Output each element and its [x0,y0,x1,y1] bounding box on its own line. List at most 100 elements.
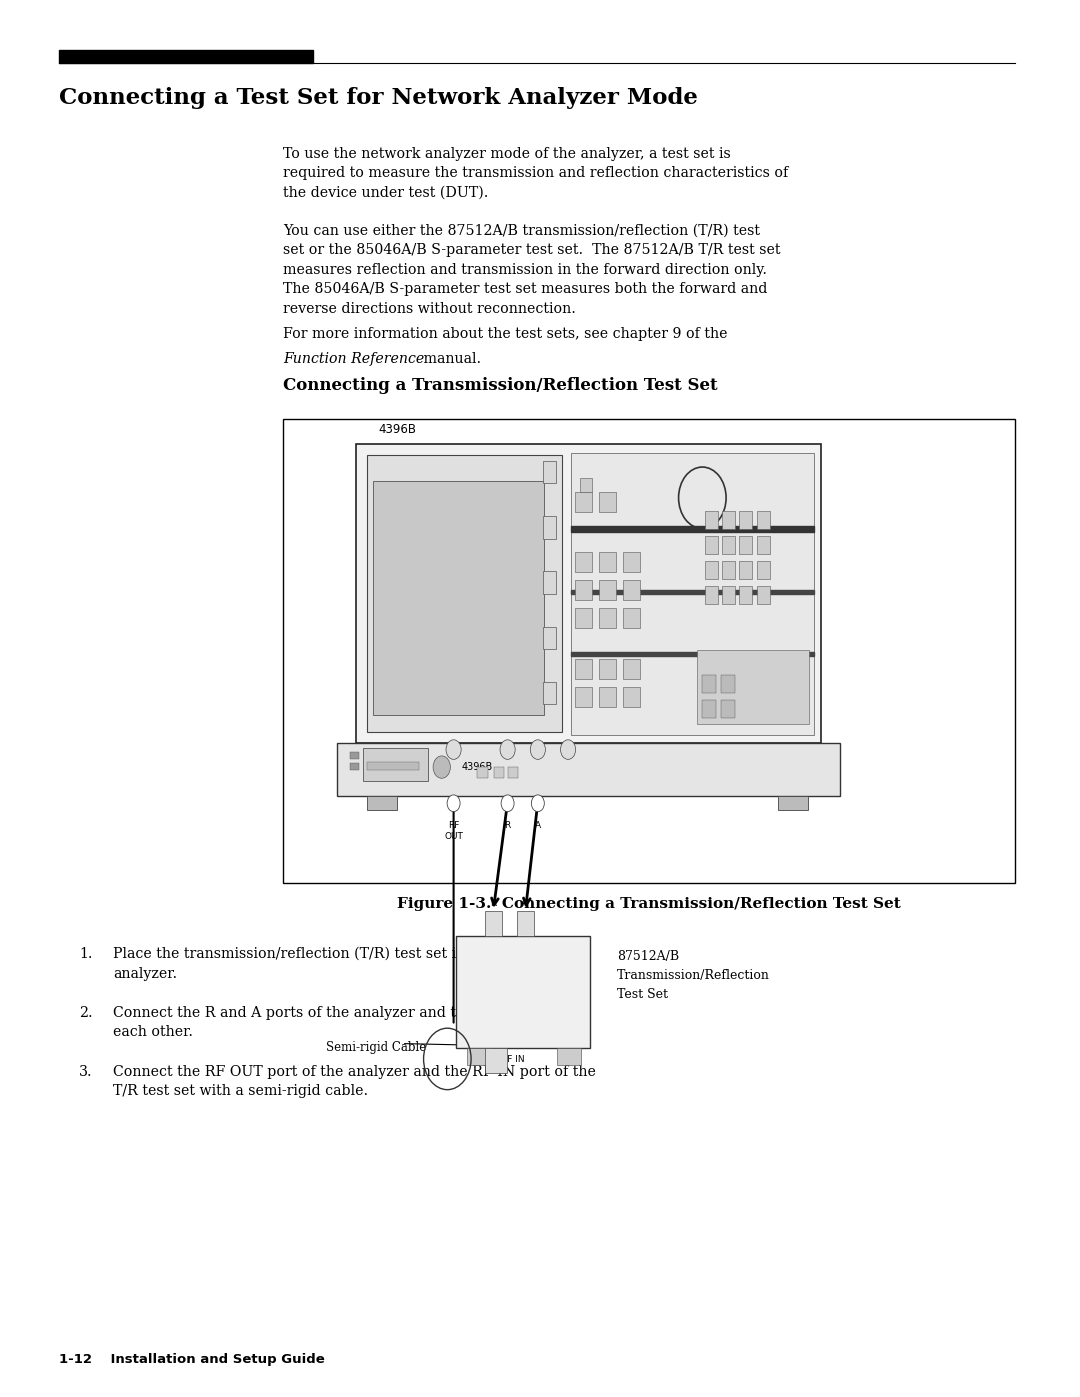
Bar [59,50,313,63]
Bar [740,511,753,529]
Bar [571,651,814,655]
Text: To use the network analyzer mode of the analyzer, a test set is
required to meas: To use the network analyzer mode of the … [283,147,788,200]
Text: 2.: 2. [79,1006,93,1020]
Bar [576,608,593,627]
Text: Connect the R and A ports of the analyzer and the T/R test set to
each other.: Connect the R and A ports of the analyze… [113,1006,579,1039]
Bar [477,767,488,778]
Bar [373,481,544,715]
Bar [723,562,735,580]
Bar [723,587,735,605]
Bar [702,675,716,693]
Bar [757,587,770,605]
Bar [599,492,617,511]
Bar [740,587,753,605]
Bar [723,511,735,529]
Bar [705,587,718,605]
Bar [623,580,640,599]
Bar [576,687,593,707]
Bar [623,687,640,707]
Bar [580,478,593,492]
Bar [337,743,840,796]
Text: R: R [490,900,497,908]
Bar [576,552,593,571]
Bar [623,659,640,679]
Bar [283,419,1015,883]
Bar [623,608,640,627]
Bar [599,580,617,599]
Bar [599,659,617,679]
Text: Place the transmission/reflection (T/R) test set in front of the
analyzer.: Place the transmission/reflection (T/R) … [113,947,552,981]
Text: For more information about the test sets, see chapter 9 of the: For more information about the test sets… [283,327,728,341]
Bar [576,492,593,511]
Bar [705,562,718,580]
Bar [599,608,617,627]
Circle shape [500,740,515,760]
Text: Connecting a Transmission/Reflection Test Set: Connecting a Transmission/Reflection Tes… [283,377,717,394]
Bar [367,455,563,732]
Circle shape [530,740,545,760]
Text: 1.: 1. [79,947,92,961]
Bar [485,911,502,936]
Text: Function Reference: Function Reference [283,352,424,366]
Bar [757,536,770,555]
Text: 87512A/B
Transmission/Reflection
Test Set: 87512A/B Transmission/Reflection Test Se… [617,950,770,1002]
Text: manual.: manual. [419,352,482,366]
Text: Connecting a Test Set for Network Analyzer Mode: Connecting a Test Set for Network Analyz… [59,87,699,109]
Bar [721,700,735,718]
Bar [705,536,718,555]
Bar [757,511,770,529]
Text: 3.: 3. [79,1065,93,1078]
Bar [757,562,770,580]
Bar [350,763,359,770]
Bar [740,536,753,555]
Bar [576,659,593,679]
Text: You can use either the 87512A/B transmission/reflection (T/R) test
set or the 85: You can use either the 87512A/B transmis… [283,224,781,316]
Bar [702,700,716,718]
Bar [698,650,809,724]
Text: RF
OUT: RF OUT [444,821,463,841]
Text: A: A [535,821,541,830]
Text: A: A [523,900,528,908]
Bar [543,515,556,538]
Circle shape [433,756,450,778]
Text: 1-12    Installation and Setup Guide: 1-12 Installation and Setup Guide [59,1354,325,1366]
Circle shape [561,740,576,760]
Text: Figure 1-3.  Connecting a Transmission/Reflection Test Set: Figure 1-3. Connecting a Transmission/Re… [397,897,901,911]
Bar [363,747,428,781]
Bar [599,552,617,571]
Bar [571,453,814,735]
Bar [350,752,359,759]
Bar [543,461,556,483]
Bar [467,1048,490,1065]
Bar [356,444,821,743]
Bar [543,571,556,594]
Text: R: R [504,821,511,830]
Bar [740,562,753,580]
Text: 4396B: 4396B [378,423,416,436]
Bar [778,796,808,810]
Bar [599,687,617,707]
Bar [705,511,718,529]
Bar [508,767,518,778]
Bar [494,767,504,778]
Text: Semi-rigid Cable: Semi-rigid Cable [326,1041,427,1053]
Circle shape [531,795,544,812]
Bar [367,796,397,810]
Text: 4396B: 4396B [461,763,492,773]
Bar [623,552,640,571]
Bar [485,1048,507,1073]
Bar [576,580,593,599]
Bar [723,536,735,555]
Circle shape [501,795,514,812]
Bar [543,626,556,648]
Text: RF IN: RF IN [501,1055,525,1063]
Circle shape [447,795,460,812]
Text: Connect the RF OUT port of the analyzer and the RF IN port of the
T/R test set w: Connect the RF OUT port of the analyzer … [113,1065,596,1098]
Bar [571,527,814,532]
Circle shape [446,740,461,760]
Bar [557,1048,581,1065]
Bar [543,682,556,704]
Bar [516,911,534,936]
Bar [367,761,419,770]
Bar [721,675,735,693]
